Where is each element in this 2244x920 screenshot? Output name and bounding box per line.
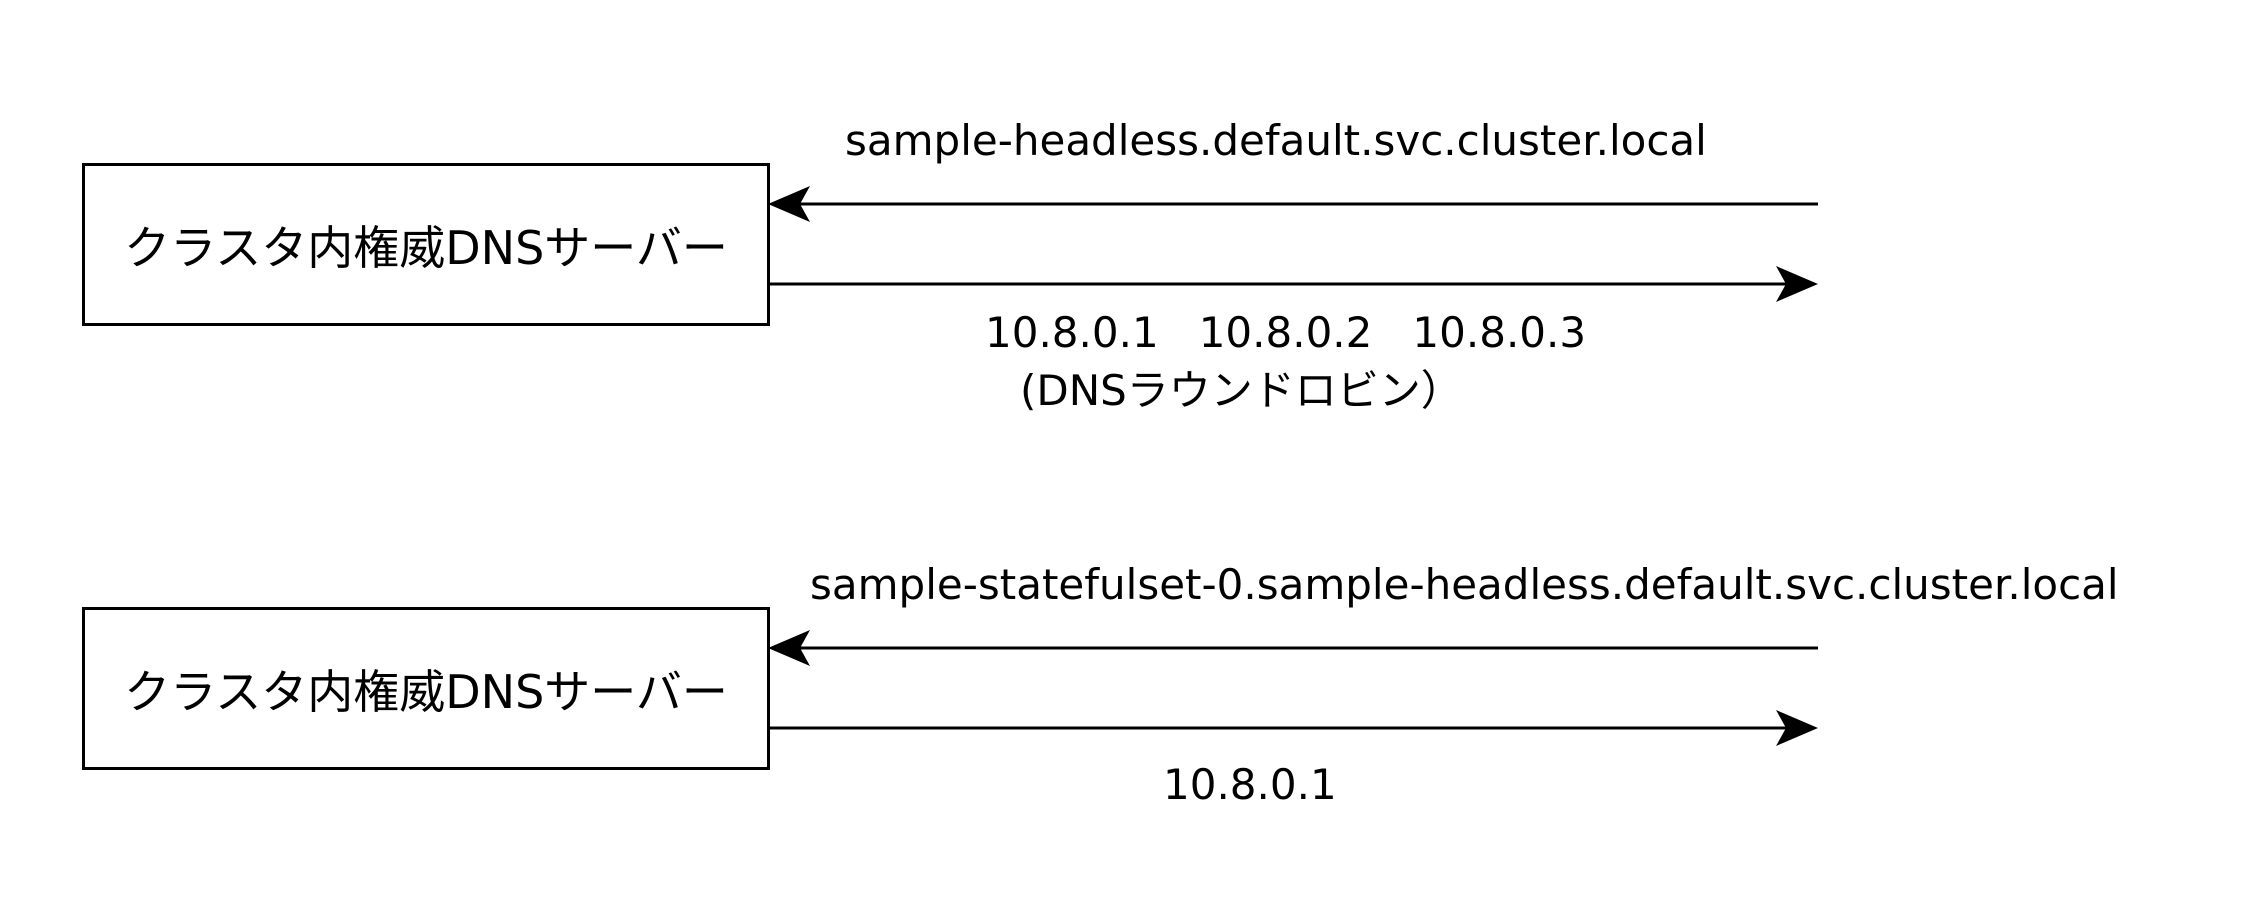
query-label-1: sample-headless.default.svc.cluster.loca…	[845, 116, 1707, 165]
dns-server-label-1: クラスタ内権威DNSサーバー	[124, 220, 728, 275]
dns-server-box-1: クラスタ内権威DNSサーバー	[82, 163, 770, 326]
query-arrowhead-2	[768, 630, 810, 666]
response-label-1-line2: (DNSラウンドロビン）	[1020, 366, 1463, 415]
response-label-2-line1: 10.8.0.1	[1163, 760, 1337, 809]
response-arrowhead-2	[1776, 710, 1818, 746]
query-label-2: sample-statefulset-0.sample-headless.def…	[810, 560, 2119, 609]
dns-server-box-2: クラスタ内権威DNSサーバー	[82, 607, 770, 770]
response-arrowhead-1	[1776, 266, 1818, 302]
dns-server-label-2: クラスタ内権威DNSサーバー	[124, 664, 728, 719]
response-label-1-line1: 10.8.0.1 10.8.0.2 10.8.0.3	[985, 308, 1587, 357]
query-arrowhead-1	[768, 186, 810, 222]
